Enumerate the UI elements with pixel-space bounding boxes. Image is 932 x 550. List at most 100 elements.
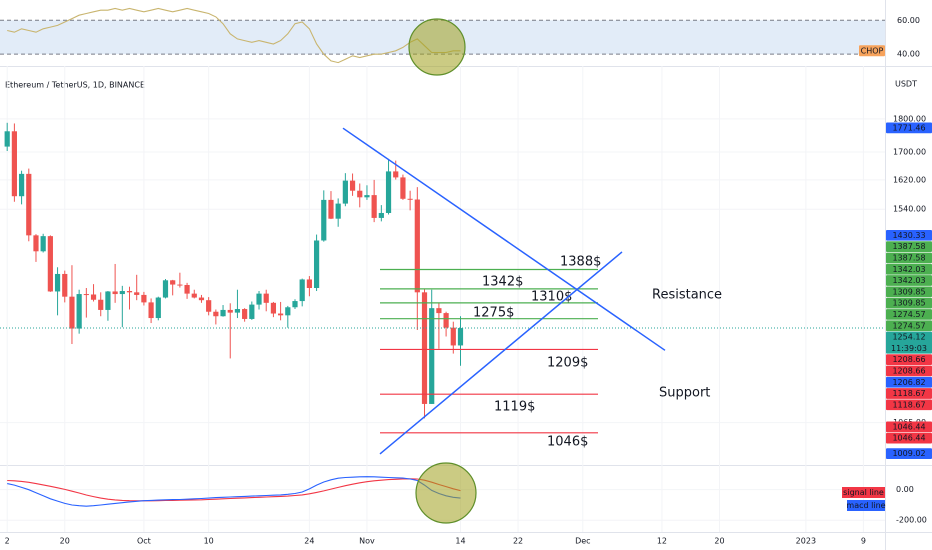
symbol-title: Ethereum / TetherUS, 1D, BINANCE <box>5 81 145 90</box>
price-axis-label: 1387.58 <box>892 242 925 251</box>
candle-body <box>191 293 197 298</box>
candle-body <box>328 199 334 219</box>
y-tick-label: 1620.00 <box>893 175 926 184</box>
candle-body <box>249 304 255 319</box>
candle-body <box>385 171 392 213</box>
candle-body <box>371 195 377 218</box>
price-axis-label: 1206.82 <box>892 378 925 387</box>
price-axis-label: 1309.85 <box>892 299 925 308</box>
candle-body <box>436 308 442 314</box>
legend-label: signal line <box>843 488 884 497</box>
candle-body <box>184 284 190 294</box>
price-axis-label: 1387.58 <box>892 253 925 262</box>
candle-body <box>242 309 248 319</box>
candle-body <box>162 280 169 298</box>
candle-body <box>76 294 82 329</box>
level-label: 1275$ <box>473 306 514 321</box>
y-tick-label: 1700.00 <box>893 148 926 157</box>
candle-body <box>321 199 327 241</box>
candle-body <box>198 297 205 301</box>
candle-body <box>69 296 75 329</box>
candle-body <box>26 173 32 236</box>
price-axis-box <box>886 275 932 286</box>
legend-box <box>842 487 885 498</box>
price-axis-label: 1309.85 <box>892 287 925 296</box>
candle-body <box>213 311 219 317</box>
candle-body <box>450 327 456 346</box>
price-axis-label: 1046.44 <box>892 434 925 443</box>
candle-body <box>170 280 176 285</box>
price-axis-label: 1254.12 <box>892 333 925 342</box>
legend-box <box>847 500 885 511</box>
y-tick-label: 1540.00 <box>893 205 926 214</box>
y-tick-label: 60.00 <box>897 16 920 25</box>
candle-body <box>342 180 348 204</box>
x-tick-label: 14 <box>455 537 465 546</box>
candle-body <box>47 236 53 292</box>
price-axis-box <box>886 252 932 264</box>
x-tick-label: 24 <box>304 537 314 546</box>
candle-body <box>62 273 68 297</box>
x-tick-label: 22 <box>513 537 523 546</box>
price-axis-box <box>886 376 932 388</box>
candle-body <box>364 195 370 198</box>
indicator-line <box>7 478 461 502</box>
price-axis-box <box>886 320 932 332</box>
y-tick-label: 1800.00 <box>893 114 926 123</box>
x-tick-label: Nov <box>359 537 375 546</box>
candle-body <box>285 307 291 316</box>
x-tick-label: Dec <box>575 537 590 546</box>
x-tick-label: 20 <box>60 537 70 546</box>
price-axis-box <box>886 354 932 365</box>
indicator-line <box>7 7 461 64</box>
candle-body <box>4 131 10 147</box>
price-axis-box <box>886 122 932 134</box>
price-axis-box <box>886 448 932 459</box>
candle-body <box>148 302 154 319</box>
candle-body <box>98 299 104 310</box>
candle-body <box>227 309 233 313</box>
candle-body <box>234 309 241 313</box>
candle-body <box>220 309 226 317</box>
level-label: 1388$ <box>560 255 601 270</box>
candle-body <box>306 279 312 288</box>
price-axis-box <box>886 263 932 275</box>
x-tick-label: 2023 <box>796 537 816 546</box>
candle-body <box>256 293 262 305</box>
price-axis-box <box>886 297 932 309</box>
candle-body <box>299 279 305 302</box>
candle-body <box>414 199 420 293</box>
trendline <box>342 127 666 351</box>
indicator-line <box>7 476 461 507</box>
candle-body <box>292 301 298 308</box>
candle-body <box>429 308 435 404</box>
candle-body <box>33 235 39 252</box>
price-axis-box <box>886 388 932 399</box>
price-axis-box <box>886 432 932 444</box>
price-axis-label: 1208.66 <box>892 366 925 375</box>
level-label: 1119$ <box>494 400 535 415</box>
price-axis-box <box>886 241 932 252</box>
candle-body <box>378 212 384 218</box>
legend-label: macd line <box>846 501 885 510</box>
trendline <box>379 251 623 455</box>
annotation: Support <box>659 386 710 401</box>
candle-body <box>83 294 89 296</box>
price-axis-label: 1118.67 <box>892 400 925 409</box>
candle-body <box>40 236 46 252</box>
candle-body <box>206 300 212 312</box>
candle-body <box>313 240 320 288</box>
level-label: 1310$ <box>531 290 572 305</box>
currency-label: USDT <box>895 80 917 89</box>
candle-body <box>400 177 406 199</box>
price-axis-label: 1342.03 <box>892 265 925 274</box>
candle-body <box>155 297 161 319</box>
candle-body <box>112 291 118 295</box>
candle-body <box>270 302 277 314</box>
level-label: 1046$ <box>547 435 588 450</box>
price-axis-label: 11:39:03 <box>891 344 927 353</box>
price-axis-label: 1342.03 <box>892 276 925 285</box>
